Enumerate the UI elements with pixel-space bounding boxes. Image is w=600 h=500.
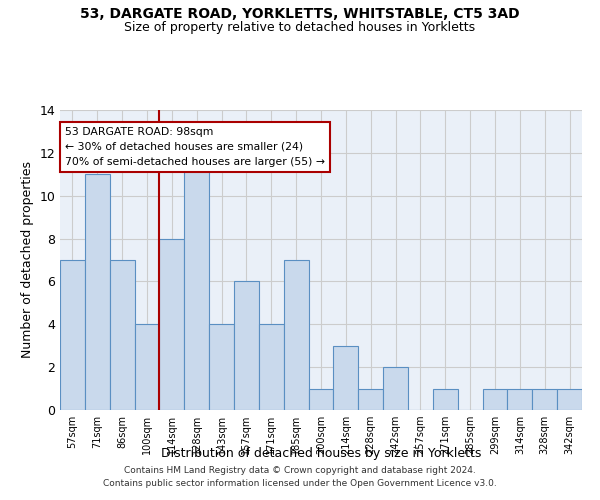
Text: Distribution of detached houses by size in Yorkletts: Distribution of detached houses by size …	[161, 448, 481, 460]
Bar	[334, 346, 358, 410]
Bar	[60, 260, 85, 410]
Bar	[234, 282, 259, 410]
Bar	[134, 324, 160, 410]
Bar	[482, 388, 508, 410]
Bar	[358, 388, 383, 410]
Bar	[85, 174, 110, 410]
Bar	[110, 260, 134, 410]
Bar	[209, 324, 234, 410]
Bar	[508, 388, 532, 410]
Bar	[433, 388, 458, 410]
Y-axis label: Number of detached properties: Number of detached properties	[21, 162, 34, 358]
Bar	[557, 388, 582, 410]
Bar	[160, 238, 184, 410]
Text: 53 DARGATE ROAD: 98sqm
← 30% of detached houses are smaller (24)
70% of semi-det: 53 DARGATE ROAD: 98sqm ← 30% of detached…	[65, 127, 325, 166]
Text: 53, DARGATE ROAD, YORKLETTS, WHITSTABLE, CT5 3AD: 53, DARGATE ROAD, YORKLETTS, WHITSTABLE,…	[80, 8, 520, 22]
Bar	[308, 388, 334, 410]
Bar	[383, 367, 408, 410]
Bar	[532, 388, 557, 410]
Text: Size of property relative to detached houses in Yorkletts: Size of property relative to detached ho…	[124, 21, 476, 34]
Text: Contains HM Land Registry data © Crown copyright and database right 2024.
Contai: Contains HM Land Registry data © Crown c…	[103, 466, 497, 487]
Bar	[259, 324, 284, 410]
Bar	[184, 153, 209, 410]
Bar	[284, 260, 308, 410]
